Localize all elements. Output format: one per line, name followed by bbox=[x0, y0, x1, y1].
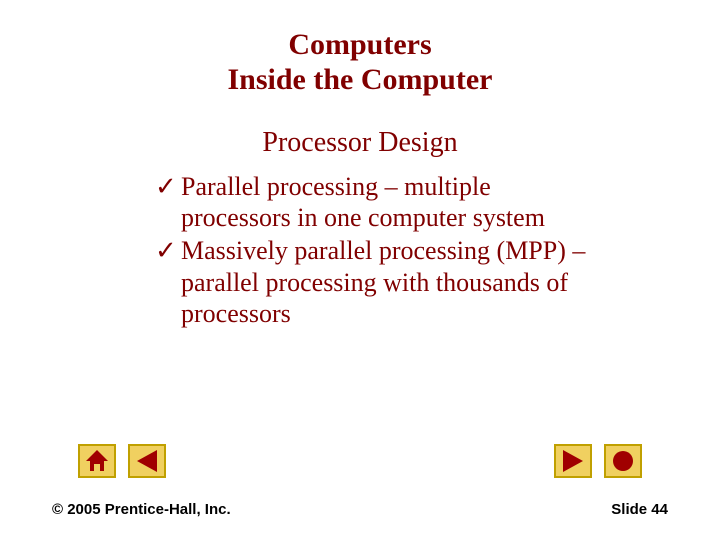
list-item: ✓ Massively parallel processing (MPP) – … bbox=[155, 235, 600, 329]
slide-number: Slide 44 bbox=[611, 501, 668, 518]
previous-button[interactable] bbox=[128, 444, 166, 478]
nav-controls bbox=[0, 444, 720, 478]
slide-title: Computers Inside the Computer bbox=[50, 28, 670, 97]
bullet-text: Massively parallel processing (MPP) – pa… bbox=[181, 235, 600, 329]
nav-right-group bbox=[554, 444, 642, 478]
end-button[interactable] bbox=[604, 444, 642, 478]
bullet-list: ✓ Parallel processing – multiple process… bbox=[155, 171, 600, 329]
title-line-1: Computers bbox=[50, 28, 670, 63]
home-button[interactable] bbox=[78, 444, 116, 478]
next-button[interactable] bbox=[554, 444, 592, 478]
section-heading: Processor Design bbox=[50, 127, 670, 159]
nav-left-group bbox=[78, 444, 166, 478]
slide: Computers Inside the Computer Processor … bbox=[0, 0, 720, 540]
footer: © 2005 Prentice-Hall, Inc. Slide 44 bbox=[0, 501, 720, 518]
bullet-text: Parallel processing – multiple processor… bbox=[181, 171, 600, 233]
copyright-text: © 2005 Prentice-Hall, Inc. bbox=[52, 501, 231, 518]
list-item: ✓ Parallel processing – multiple process… bbox=[155, 171, 600, 233]
title-line-2: Inside the Computer bbox=[50, 63, 670, 98]
checkmark-icon: ✓ bbox=[155, 171, 181, 233]
checkmark-icon: ✓ bbox=[155, 235, 181, 329]
